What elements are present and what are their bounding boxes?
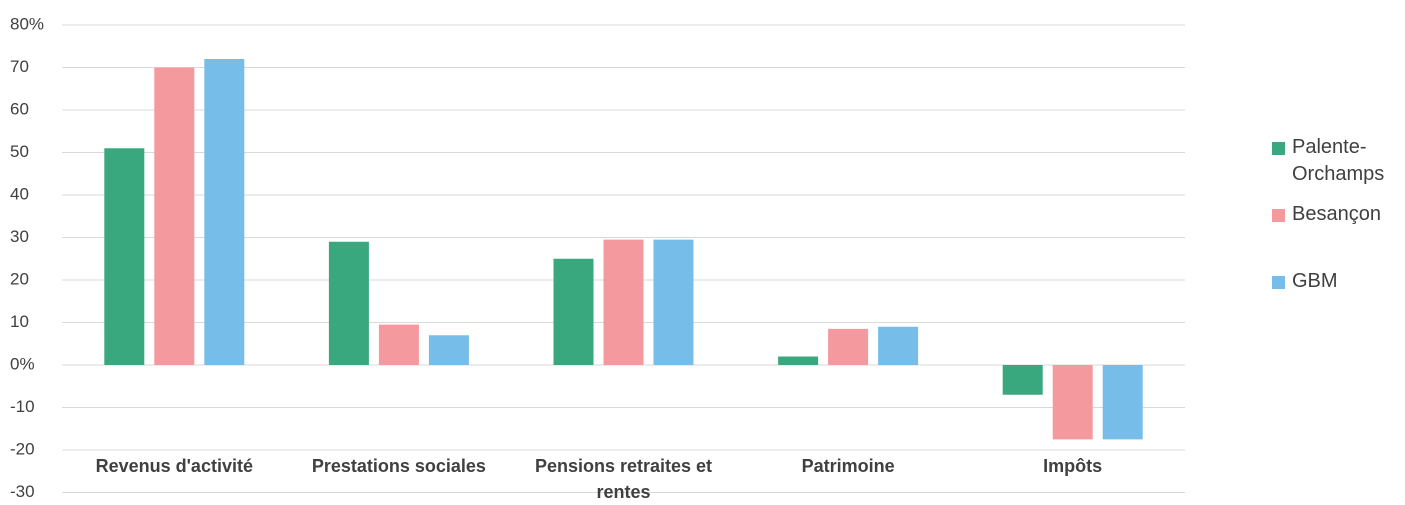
bar — [204, 59, 245, 365]
bar — [378, 324, 419, 365]
legend-label: Besançon — [1292, 203, 1381, 225]
y-tick-label: 0% — [10, 354, 35, 373]
y-tick-label: 60 — [10, 99, 29, 118]
bar — [828, 328, 869, 365]
bar — [428, 335, 469, 365]
bar — [1102, 365, 1143, 440]
y-tick-label: -10 — [10, 397, 35, 416]
x-tick-label: Impôts — [1043, 456, 1103, 476]
legend-item: Palente-Orchamps — [1272, 134, 1402, 188]
bar — [653, 239, 694, 365]
y-tick-label: 30 — [10, 227, 29, 246]
y-tick-label: -20 — [10, 439, 35, 458]
y-tick-label: 10 — [10, 312, 29, 331]
y-tick-label: 20 — [10, 269, 29, 288]
bar — [104, 148, 145, 365]
bar — [1002, 365, 1043, 395]
bar — [1052, 365, 1093, 440]
bar — [328, 241, 369, 365]
y-tick-label: 70 — [10, 57, 29, 76]
bar — [553, 258, 594, 365]
bar — [154, 67, 195, 365]
legend-swatch — [1272, 209, 1285, 222]
y-tick-label: 50 — [10, 142, 29, 161]
bar — [603, 239, 644, 365]
legend-swatch — [1272, 276, 1285, 289]
bar — [878, 326, 919, 365]
y-tick-label: 80% — [10, 14, 44, 33]
legend-item: GBM — [1272, 268, 1402, 295]
bar — [778, 356, 819, 365]
y-tick-label: 40 — [10, 184, 29, 203]
x-tick-label: Prestations sociales — [311, 456, 486, 476]
x-tick-label: Pensions retraites et rentes — [534, 456, 713, 502]
legend-label: GBM — [1292, 270, 1338, 292]
legend-swatch — [1272, 142, 1285, 155]
legend-item: Besançon — [1272, 201, 1402, 228]
legend-label: Palente-Orchamps — [1292, 136, 1385, 185]
y-tick-label: -30 — [10, 482, 35, 501]
x-tick-label: Patrimoine — [801, 456, 895, 476]
x-tick-label: Revenus d'activité — [95, 456, 253, 476]
